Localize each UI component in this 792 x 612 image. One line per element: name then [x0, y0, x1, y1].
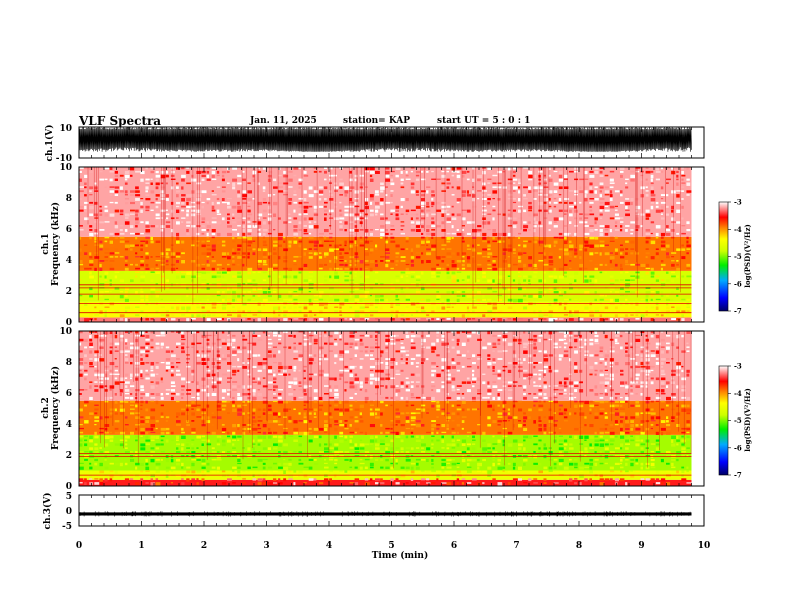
ch1-spectrogram-ticks [78, 167, 705, 322]
ch3-waveform-ticks [78, 495, 705, 526]
ch3-waveform-panel: 5 0 -5 ch.3(V) [42, 492, 705, 532]
ch2-spectrogram-panel: 0 2 4 6 8 10 ch.2 Frequency (kHz) [41, 327, 705, 492]
ytick-label-8: 8 [66, 358, 72, 368]
spectrum-texture [79, 331, 692, 486]
ch1-waveform-ticks [78, 127, 705, 158]
x-tick-label-5: 5 [388, 541, 394, 551]
colorbar-tick-label--5: -5 [734, 416, 742, 425]
station-label: station= KAP [343, 116, 411, 126]
figure-title: VLF Spectra [79, 114, 162, 128]
ytick-label-8: 8 [66, 194, 72, 204]
ch1-spectrogram-panel: 0 2 4 6 8 10 ch.1 Frequency (kHz) [41, 163, 705, 328]
start-ut-label: start UT = 5 : 0 : 1 [437, 116, 531, 126]
ytick-label-6: 6 [66, 225, 72, 235]
ch1-spectrogram-ytick-labels: 0 2 4 6 8 10 [59, 163, 72, 328]
colorbar-tick-label--7: -7 [734, 307, 742, 316]
ch2-spectrogram-ytick-labels: 0 2 4 6 8 10 [59, 327, 72, 492]
ytick-label-2: 2 [66, 287, 72, 297]
colorbar-tick-label--4: -4 [734, 225, 742, 234]
ch3-waveform-ylabel: ch.3(V) [42, 493, 53, 530]
spectrum-band-2 [79, 270, 692, 302]
ytick-label-10: 10 [59, 327, 72, 337]
x-tick-label-9: 9 [638, 541, 644, 551]
ch2-spectrogram-image [79, 331, 692, 486]
colorbar-ch1-ticks: -3 -4 -5 -6 -7 [728, 198, 742, 316]
ytick-label-10: 10 [59, 163, 72, 173]
spectrum-band-4 [79, 331, 692, 401]
x-tick-label-0: 0 [76, 541, 82, 551]
x-axis-label: Time (min) [372, 550, 429, 561]
ytick-label-0: 0 [66, 482, 72, 492]
colorbar-tick-label--6: -6 [734, 443, 742, 452]
colorbar-tick-label--5: -5 [734, 252, 742, 261]
ch1-waveform-line [79, 127, 692, 152]
spectrum-striations [87, 167, 681, 307]
ytick-label-4: 4 [66, 420, 72, 430]
ch3-waveform-trace [79, 511, 692, 517]
ch1-waveform-panel: 10 -10 ch.1(V) [44, 124, 705, 164]
colorbar-ch1: -3 -4 -5 -6 -7 log(PSD)(V²/Hz) [718, 198, 752, 316]
ytick-label-2: 2 [66, 451, 72, 461]
colorbar-tick-label--4: -4 [734, 389, 742, 398]
colorbar-tick-label--6: -6 [734, 279, 742, 288]
x-tick-label-8: 8 [576, 541, 582, 551]
x-tick-label-1: 1 [138, 541, 144, 551]
x-tick-label-10: 10 [698, 541, 711, 551]
ch3-ytick-top: 5 [66, 492, 72, 502]
ytick-label-0: 0 [66, 318, 72, 328]
spectrum-band-1 [79, 301, 692, 318]
ch2-spectrogram-ticks [78, 331, 705, 486]
x-tick-label-2: 2 [201, 541, 207, 551]
spectrum-texture [79, 167, 692, 322]
ch1-spectrogram-image [79, 167, 692, 322]
colorbar-ch1-label: log(PSD)(V²/Hz) [743, 224, 752, 288]
colorbar-tick-label--7: -7 [734, 471, 742, 480]
no-data-area [691, 331, 692, 486]
ch2-spectrogram-ylabel-line2: Frequency (kHz) [50, 366, 61, 450]
ch1-waveform-ylabel: ch.1(V) [44, 125, 55, 162]
spectrum-striations [97, 331, 692, 469]
x-tick-label-6: 6 [451, 541, 457, 551]
ch1-waveform-trace [79, 127, 692, 152]
spectrum-band-0 [79, 317, 692, 322]
colorbar-ch2-gradient [718, 365, 729, 476]
ch3-waveform-band [79, 512, 692, 516]
x-tick-label-3: 3 [263, 541, 269, 551]
ch2-spectrogram-ylabel-line1: ch.2 [41, 397, 51, 418]
x-axis-tick-labels: 0 1 2 3 4 5 6 7 8 9 10 [76, 541, 710, 551]
ytick-label-6: 6 [66, 389, 72, 399]
colorbar-ch1-gradient [718, 201, 729, 312]
colorbar-ch2: -3 -4 -5 -6 -7 log(PSD)(V²/Hz) [718, 362, 752, 480]
x-tick-label-4: 4 [326, 541, 332, 551]
ytick-label-4: 4 [66, 256, 72, 266]
date-label: Jan. 11, 2025 [250, 116, 317, 126]
x-tick-label-7: 7 [513, 541, 519, 551]
ch3-ytick-bottom: -5 [62, 522, 72, 532]
spectrum-band-0 [79, 479, 692, 486]
ch3-waveform-spikes [79, 511, 691, 517]
ch1-spectrogram-ylabel-line1: ch.1 [41, 233, 51, 254]
ch1-ytick-top: 10 [59, 124, 72, 134]
colorbar-ch2-label: log(PSD)(V²/Hz) [743, 388, 752, 452]
ch1-spectrogram-ylabel-line2: Frequency (kHz) [50, 202, 61, 286]
colorbar-tick-label--3: -3 [734, 362, 742, 371]
colorbar-ch2-ticks: -3 -4 -5 -6 -7 [728, 362, 742, 480]
ch3-ytick-mid: 0 [66, 507, 72, 517]
colorbar-tick-label--3: -3 [734, 198, 742, 207]
no-data-area [691, 167, 692, 322]
ch1-ytick-bottom: -10 [56, 154, 72, 164]
